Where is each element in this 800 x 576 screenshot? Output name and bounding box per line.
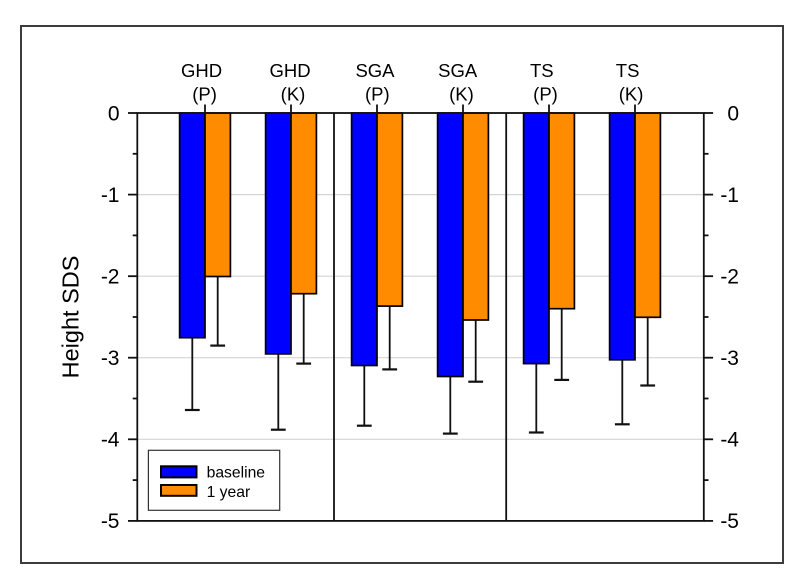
- svg-text:SGA: SGA: [438, 60, 478, 81]
- svg-text:(P): (P): [533, 83, 558, 104]
- svg-text:TS: TS: [530, 60, 554, 81]
- svg-text:-1: -1: [720, 184, 739, 207]
- svg-text:(P): (P): [365, 83, 390, 104]
- svg-text:-5: -5: [720, 510, 739, 533]
- svg-text:-4: -4: [101, 429, 120, 452]
- svg-text:0: 0: [727, 102, 739, 125]
- svg-text:GHD: GHD: [181, 60, 222, 81]
- svg-text:-4: -4: [720, 429, 739, 452]
- svg-text:-5: -5: [101, 510, 120, 533]
- svg-text:-3: -3: [720, 347, 739, 370]
- svg-text:-2: -2: [720, 266, 739, 289]
- svg-text:-1: -1: [101, 184, 120, 207]
- svg-text:-2: -2: [101, 266, 120, 289]
- svg-text:1 year: 1 year: [207, 484, 251, 501]
- svg-text:(K): (K): [619, 83, 644, 104]
- svg-text:(K): (K): [281, 83, 306, 104]
- svg-text:GHD: GHD: [270, 60, 311, 81]
- svg-text:(K): (K): [449, 83, 474, 104]
- svg-text:baseline: baseline: [207, 465, 266, 482]
- svg-text:SGA: SGA: [355, 60, 395, 81]
- svg-text:-3: -3: [101, 347, 120, 370]
- svg-text:TS: TS: [616, 60, 640, 81]
- svg-text:(P): (P): [192, 83, 217, 104]
- svg-text:Height SDS: Height SDS: [58, 256, 84, 379]
- svg-text:0: 0: [108, 102, 120, 125]
